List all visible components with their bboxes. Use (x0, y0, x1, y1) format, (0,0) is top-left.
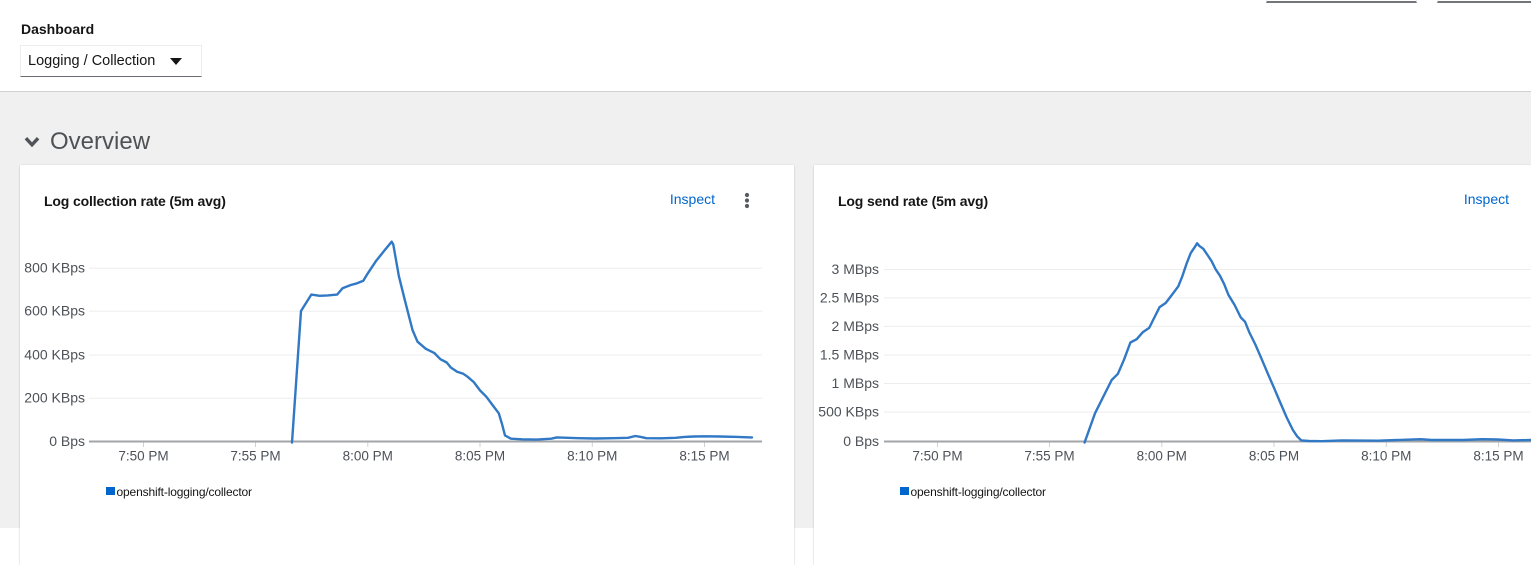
svg-text:200 KBps: 200 KBps (24, 390, 85, 406)
svg-text:7:55 PM: 7:55 PM (230, 449, 280, 464)
svg-text:500 KBps: 500 KBps (818, 404, 879, 420)
svg-text:0 Bps: 0 Bps (843, 433, 879, 449)
svg-text:8:15 PM: 8:15 PM (679, 449, 729, 464)
svg-text:1 MBps: 1 MBps (832, 375, 879, 391)
svg-text:2.5 MBps: 2.5 MBps (820, 289, 879, 305)
svg-text:7:50 PM: 7:50 PM (118, 449, 168, 464)
svg-text:8:05 PM: 8:05 PM (1249, 449, 1299, 464)
svg-text:600 KBps: 600 KBps (24, 303, 85, 319)
svg-text:8:15 PM: 8:15 PM (1473, 449, 1523, 464)
svg-text:8:10 PM: 8:10 PM (1361, 449, 1411, 464)
svg-text:7:50 PM: 7:50 PM (912, 449, 962, 464)
svg-text:7:55 PM: 7:55 PM (1024, 449, 1074, 464)
svg-text:8:05 PM: 8:05 PM (455, 449, 505, 464)
svg-text:8:00 PM: 8:00 PM (1137, 449, 1187, 464)
svg-text:8:10 PM: 8:10 PM (567, 449, 617, 464)
svg-text:800 KBps: 800 KBps (24, 260, 85, 276)
svg-text:400 KBps: 400 KBps (24, 346, 85, 362)
svg-text:0 Bps: 0 Bps (49, 433, 85, 449)
svg-text:1.5 MBps: 1.5 MBps (820, 346, 879, 362)
svg-text:8:00 PM: 8:00 PM (343, 449, 393, 464)
svg-text:2 MBps: 2 MBps (832, 318, 879, 334)
svg-text:3 MBps: 3 MBps (832, 261, 879, 277)
